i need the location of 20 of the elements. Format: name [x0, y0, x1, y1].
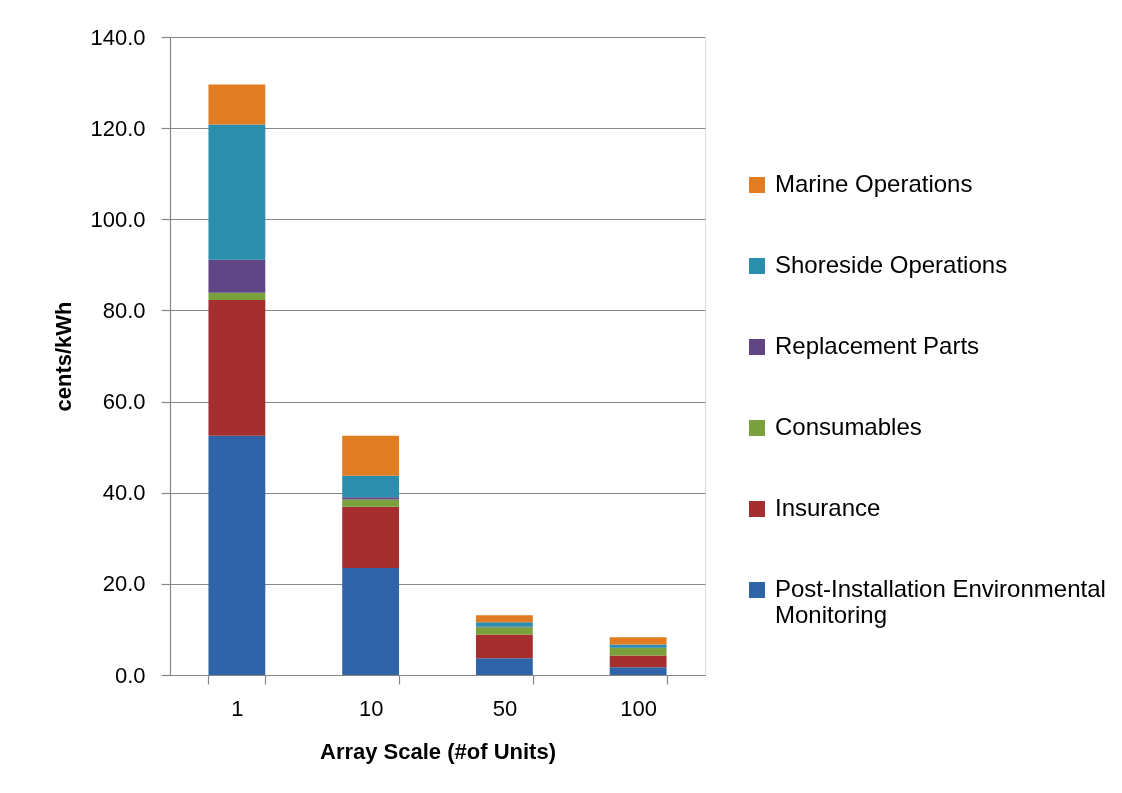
- x-axis-title: Array Scale (#of Units): [320, 738, 556, 764]
- y-tick-label: 40.0: [102, 480, 146, 506]
- legend-label: Shoreside Operations: [775, 251, 1008, 278]
- legend-label: Consumables: [775, 413, 922, 440]
- legend-label: Insurance: [775, 494, 881, 521]
- legend-label: Post-Installation Environmental Monitoring: [775, 575, 1106, 628]
- y-tick-label: 60.0: [102, 389, 146, 415]
- legend-label: Marine Operations: [775, 170, 973, 197]
- y-tick-label: 120.0: [90, 115, 146, 141]
- y-tick-label: 100.0: [90, 206, 146, 232]
- x-tick-label: 1: [231, 695, 244, 721]
- y-axis-title: cents/kWh: [51, 301, 77, 412]
- y-tick-label: 140.0: [90, 24, 146, 50]
- y-tick-label: 80.0: [102, 297, 146, 323]
- x-tick-label: 100: [620, 695, 657, 721]
- y-tick-label: 20.0: [102, 571, 146, 597]
- x-tick-label: 50: [492, 695, 518, 721]
- x-tick-label: 10: [358, 695, 384, 721]
- y-tick-label: 0.0: [114, 662, 146, 688]
- legend-label: Replacement Parts: [775, 332, 980, 359]
